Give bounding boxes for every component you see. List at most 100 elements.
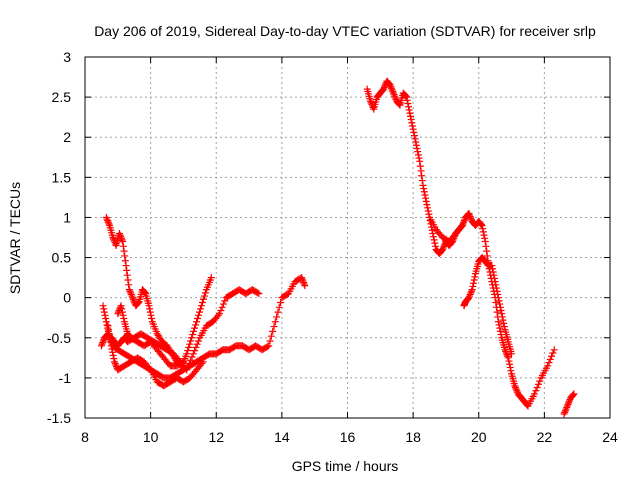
data-point-interp (418, 172, 426, 180)
data-point-interp (104, 218, 112, 226)
data-point-interp (195, 311, 203, 319)
data-point-interp (506, 360, 514, 368)
data-point-interp (275, 303, 283, 311)
data-point-interp (266, 337, 274, 345)
data-point-interp (118, 236, 126, 244)
data-point-interp (483, 252, 491, 260)
series-arc8 (426, 213, 466, 246)
data-point-interp (440, 242, 448, 250)
x-tick-label: 22 (537, 429, 553, 445)
data-point-interp (117, 234, 125, 242)
data-point-interp (108, 345, 116, 353)
data-point-interp (512, 385, 520, 393)
data-point-interp (127, 290, 135, 298)
data-point-interp (99, 339, 107, 347)
data-point-interp (146, 308, 154, 316)
data-point (122, 262, 130, 270)
data-point-interp (298, 275, 306, 283)
grid-lines (85, 57, 610, 418)
data-point-interp (130, 297, 138, 305)
data-point-interp (410, 132, 418, 140)
data-point-interp (471, 273, 479, 281)
data-point (491, 278, 499, 286)
y-tick-label: -1 (59, 370, 72, 386)
data-point-interp (109, 351, 117, 359)
data-point-interp (390, 91, 398, 99)
data-point-interp (381, 82, 389, 90)
data-point-interp (407, 116, 415, 124)
data-point-interp (192, 343, 200, 351)
data-point-interp (483, 247, 491, 255)
data-point-interp (532, 387, 540, 395)
data-point-interp (506, 363, 514, 371)
data-point-interp (121, 252, 129, 260)
data-point-interp (198, 298, 206, 306)
data-point-interp (414, 148, 422, 156)
data-point (271, 318, 279, 326)
y-tick-label: 3 (63, 49, 71, 65)
data-point-interp (424, 207, 432, 215)
data-point-interp (496, 324, 504, 332)
data-point-interp (201, 289, 209, 297)
data-point-interp (407, 112, 414, 120)
data-point (412, 141, 420, 149)
data-point-interp (391, 94, 399, 102)
data-point-interp (479, 228, 487, 236)
data-point (380, 85, 388, 93)
data-point-interp (479, 225, 487, 233)
x-tick-label: 16 (340, 429, 356, 445)
data-point-interp (495, 321, 503, 329)
data-point-interp (412, 138, 420, 146)
data-point-interp (496, 303, 504, 311)
x-tick-label: 14 (274, 429, 290, 445)
data-point (494, 294, 502, 302)
data-point (468, 286, 476, 294)
data-point (488, 262, 496, 270)
data-point-interp (127, 289, 135, 297)
data-point-interp (273, 313, 281, 321)
data-point-interp (107, 338, 115, 346)
x-tick-label: 12 (208, 429, 224, 445)
data-point-interp (431, 239, 439, 247)
data-point-interp (120, 315, 128, 323)
data-point-interp (490, 271, 498, 279)
data-point-interp (491, 274, 498, 282)
data-point-interp (104, 217, 112, 225)
data-point-interp (391, 92, 399, 100)
data-point-interp (178, 359, 186, 367)
data-point-interp (105, 330, 113, 338)
data-point-interp (140, 288, 148, 296)
data-point-interp (480, 231, 488, 239)
data-point (416, 157, 424, 165)
data-point-interp (460, 217, 468, 225)
data-point-interp (195, 337, 203, 345)
data-point-interp (221, 297, 229, 305)
data-point-interp (414, 151, 422, 159)
data-point (199, 358, 207, 366)
data-point-interp (408, 122, 416, 130)
data-point-interp (410, 128, 418, 136)
data-point-interp (134, 298, 142, 306)
data-point-interp (505, 357, 513, 365)
x-tick-labels: 8 10 12 14 16 18 20 22 24 (81, 429, 618, 445)
data-point-interp (270, 323, 278, 331)
data-point-interp (194, 315, 202, 323)
data-point-interp (564, 400, 572, 408)
data-point-interp (380, 83, 388, 91)
data-point-interp (565, 397, 573, 405)
data-point-interp (116, 303, 124, 311)
data-point-interp (99, 337, 107, 345)
data-point (570, 390, 578, 398)
data-point (498, 310, 506, 318)
data-point-interp (134, 299, 142, 307)
data-point-interp (98, 340, 106, 348)
x-tick-label: 18 (405, 429, 421, 445)
data-point-interp (101, 311, 109, 319)
series-arc4 (104, 322, 207, 390)
data-point-interp (466, 292, 474, 300)
data-point-interp (109, 348, 117, 356)
data-point-interp (118, 305, 126, 313)
data-point-interp (430, 236, 438, 244)
data-point (216, 310, 224, 318)
data-point-interp (191, 324, 199, 332)
